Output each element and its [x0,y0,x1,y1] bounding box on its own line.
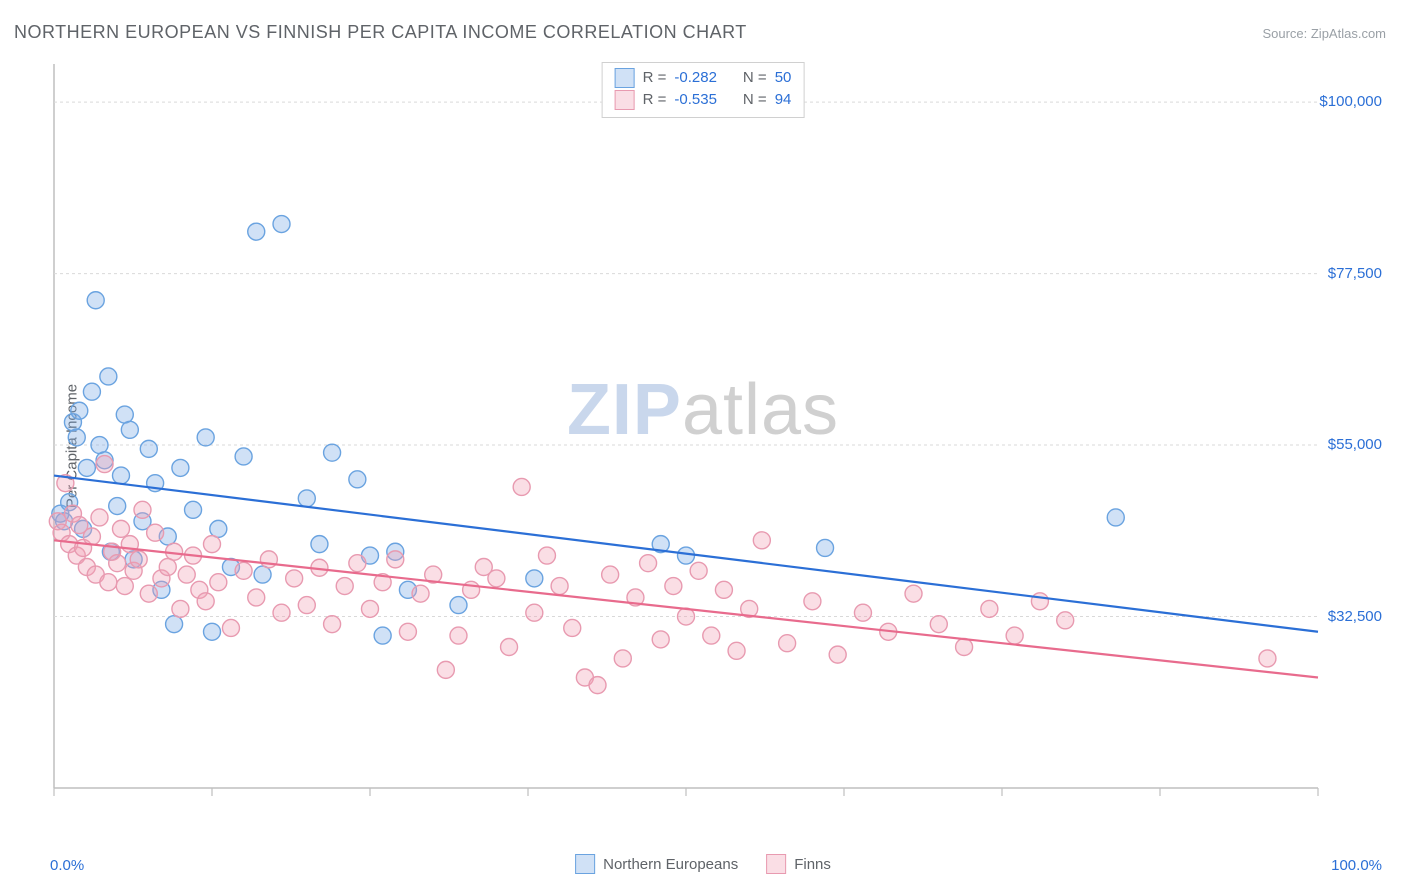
y-tick-label: $77,500 [1328,265,1382,282]
n-value: 94 [775,89,792,111]
plot-area [48,58,1388,828]
y-tick-label: $55,000 [1328,436,1382,453]
y-tick-label: $32,500 [1328,608,1382,625]
scatter-svg [48,58,1388,828]
legend-row: R = -0.282 N = 50 [615,67,792,89]
r-value: -0.535 [674,89,717,111]
legend-item: Northern Europeans [575,854,738,874]
n-value: 50 [775,67,792,89]
source-label: Source: ZipAtlas.com [1262,26,1386,41]
swatch-icon [615,90,635,110]
y-tick-label: $100,000 [1319,93,1382,110]
legend-label: Finns [794,856,831,873]
r-label: R = [643,89,667,111]
n-label: N = [743,67,767,89]
r-value: -0.282 [674,67,717,89]
x-axis-min: 0.0% [50,857,84,874]
r-label: R = [643,67,667,89]
legend-row: R = -0.535 N = 94 [615,89,792,111]
correlation-legend: R = -0.282 N = 50 R = -0.535 N = 94 [602,62,805,118]
legend-item: Finns [766,854,831,874]
chart-title: NORTHERN EUROPEAN VS FINNISH PER CAPITA … [14,22,747,43]
swatch-icon [766,854,786,874]
swatch-icon [615,68,635,88]
swatch-icon [575,854,595,874]
series-legend: Northern Europeans Finns [575,854,831,874]
legend-label: Northern Europeans [603,856,738,873]
x-axis-max: 100.0% [1331,857,1382,874]
n-label: N = [743,89,767,111]
